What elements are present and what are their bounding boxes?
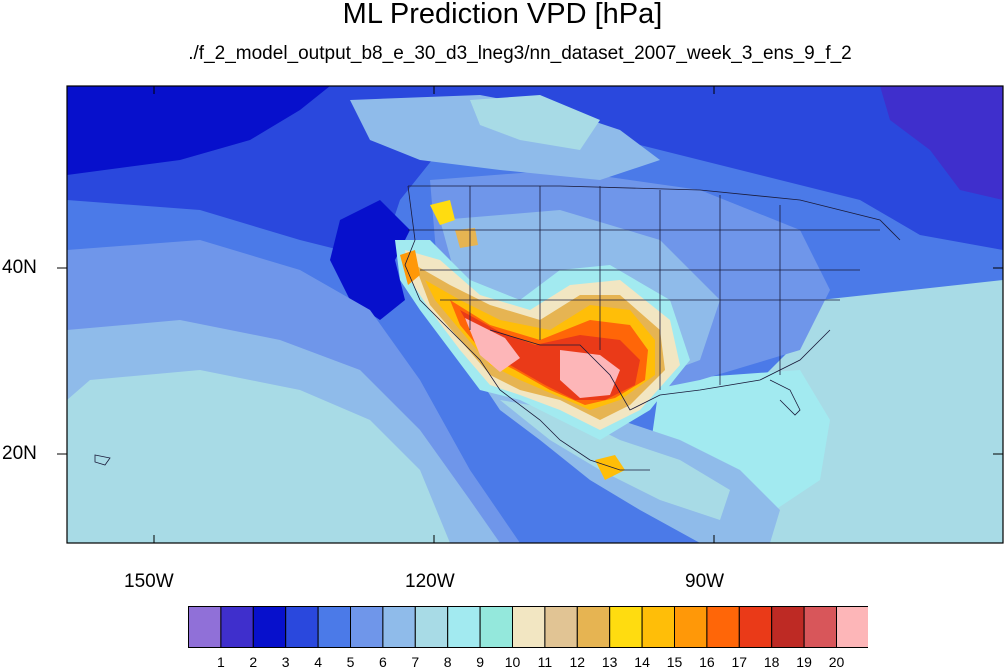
- colorbar-level-label: 11: [537, 654, 553, 670]
- colorbar-swatch: [447, 606, 481, 648]
- colorbar-level-label: 15: [666, 654, 683, 670]
- colorbar-swatch: [706, 606, 740, 648]
- colorbar-swatch: [576, 606, 611, 648]
- colorbar-level-label: 6: [378, 654, 387, 670]
- colorbar-level-label: 10: [504, 654, 521, 670]
- x-label-150w: 150W: [124, 571, 174, 592]
- x-label-90w: 90W: [685, 571, 725, 592]
- colorbar-level-label: 1: [216, 654, 225, 670]
- colorbar-level-label: 9: [476, 654, 484, 670]
- vpd-band: [330, 200, 410, 320]
- colorbar-level-label: 18: [763, 654, 780, 670]
- vpd-band: [595, 455, 625, 480]
- colorbar-swatch: [641, 606, 676, 648]
- y-label-20n: 20N: [2, 443, 37, 464]
- colorbar-swatch: [414, 606, 449, 648]
- colorbar: [188, 606, 868, 648]
- vpd-band: [400, 250, 420, 285]
- vpd-band: [350, 95, 660, 180]
- colorbar-swatch: [252, 606, 287, 648]
- political-boundaries: [94, 185, 901, 471]
- vpd-band: [67, 86, 1003, 260]
- vpd-field: [67, 86, 1003, 543]
- colorbar-swatch: [188, 606, 222, 648]
- axis-ticks: [57, 86, 1003, 543]
- colorbar-swatch: [479, 606, 514, 648]
- hawaii: [94, 454, 111, 466]
- colorbar-level-label: 19: [796, 654, 812, 670]
- colorbar-swatch: [836, 606, 868, 648]
- vpd-band: [560, 350, 620, 398]
- colorbar-level-label: 2: [249, 654, 258, 670]
- colorbar-swatch: [512, 606, 546, 648]
- colorbar-swatch: [317, 606, 352, 648]
- colorbar-swatch: [544, 606, 578, 648]
- colorbar-level-label: 20: [828, 654, 845, 670]
- colorbar-level-label: 3: [281, 654, 290, 670]
- vpd-band: [67, 86, 330, 175]
- colorbar-swatch: [674, 606, 708, 648]
- colorbar-swatch: [382, 606, 416, 648]
- colorbar-swatch: [220, 606, 254, 648]
- vpd-band: [470, 95, 600, 150]
- colorbar-level-label: 17: [731, 654, 748, 670]
- vpd-band: [880, 86, 1003, 200]
- border-north: [408, 185, 901, 241]
- colorbar-swatch: [285, 606, 319, 648]
- colorbar-level-label: 13: [601, 654, 618, 670]
- colorbar-level-label: 8: [443, 654, 452, 670]
- colorbar-swatch: [803, 606, 837, 648]
- colorbar-swatch: [609, 606, 643, 648]
- colorbar-swatch: [350, 606, 384, 648]
- colorbar-level-label: 7: [411, 654, 420, 670]
- colorbar-level-label: 14: [634, 654, 650, 670]
- colorbar-swatch: [738, 606, 773, 648]
- vpd-band: [430, 200, 455, 225]
- state-lines: [469, 186, 781, 390]
- coastline: [404, 185, 650, 471]
- florida: [769, 379, 801, 416]
- vpd-band: [67, 370, 450, 543]
- chart-title: ML Prediction VPD [hPa]: [342, 0, 663, 30]
- colorbar-level-label: 16: [699, 654, 715, 670]
- x-label-120w: 120W: [405, 571, 455, 592]
- vpd-band: [455, 228, 478, 248]
- colorbar-level-label: 4: [314, 654, 322, 670]
- colorbar-level-label: 12: [569, 654, 586, 670]
- colorbar-level-label: 5: [346, 654, 355, 670]
- map-frame: [66, 85, 1004, 544]
- chart-subtitle: ./f_2_model_output_b8_e_30_d3_lneg3/nn_d…: [188, 43, 852, 64]
- y-label-40n: 40N: [2, 257, 37, 278]
- colorbar-swatch: [771, 606, 805, 648]
- state-lines: [408, 229, 880, 301]
- vpd-band: [465, 318, 520, 372]
